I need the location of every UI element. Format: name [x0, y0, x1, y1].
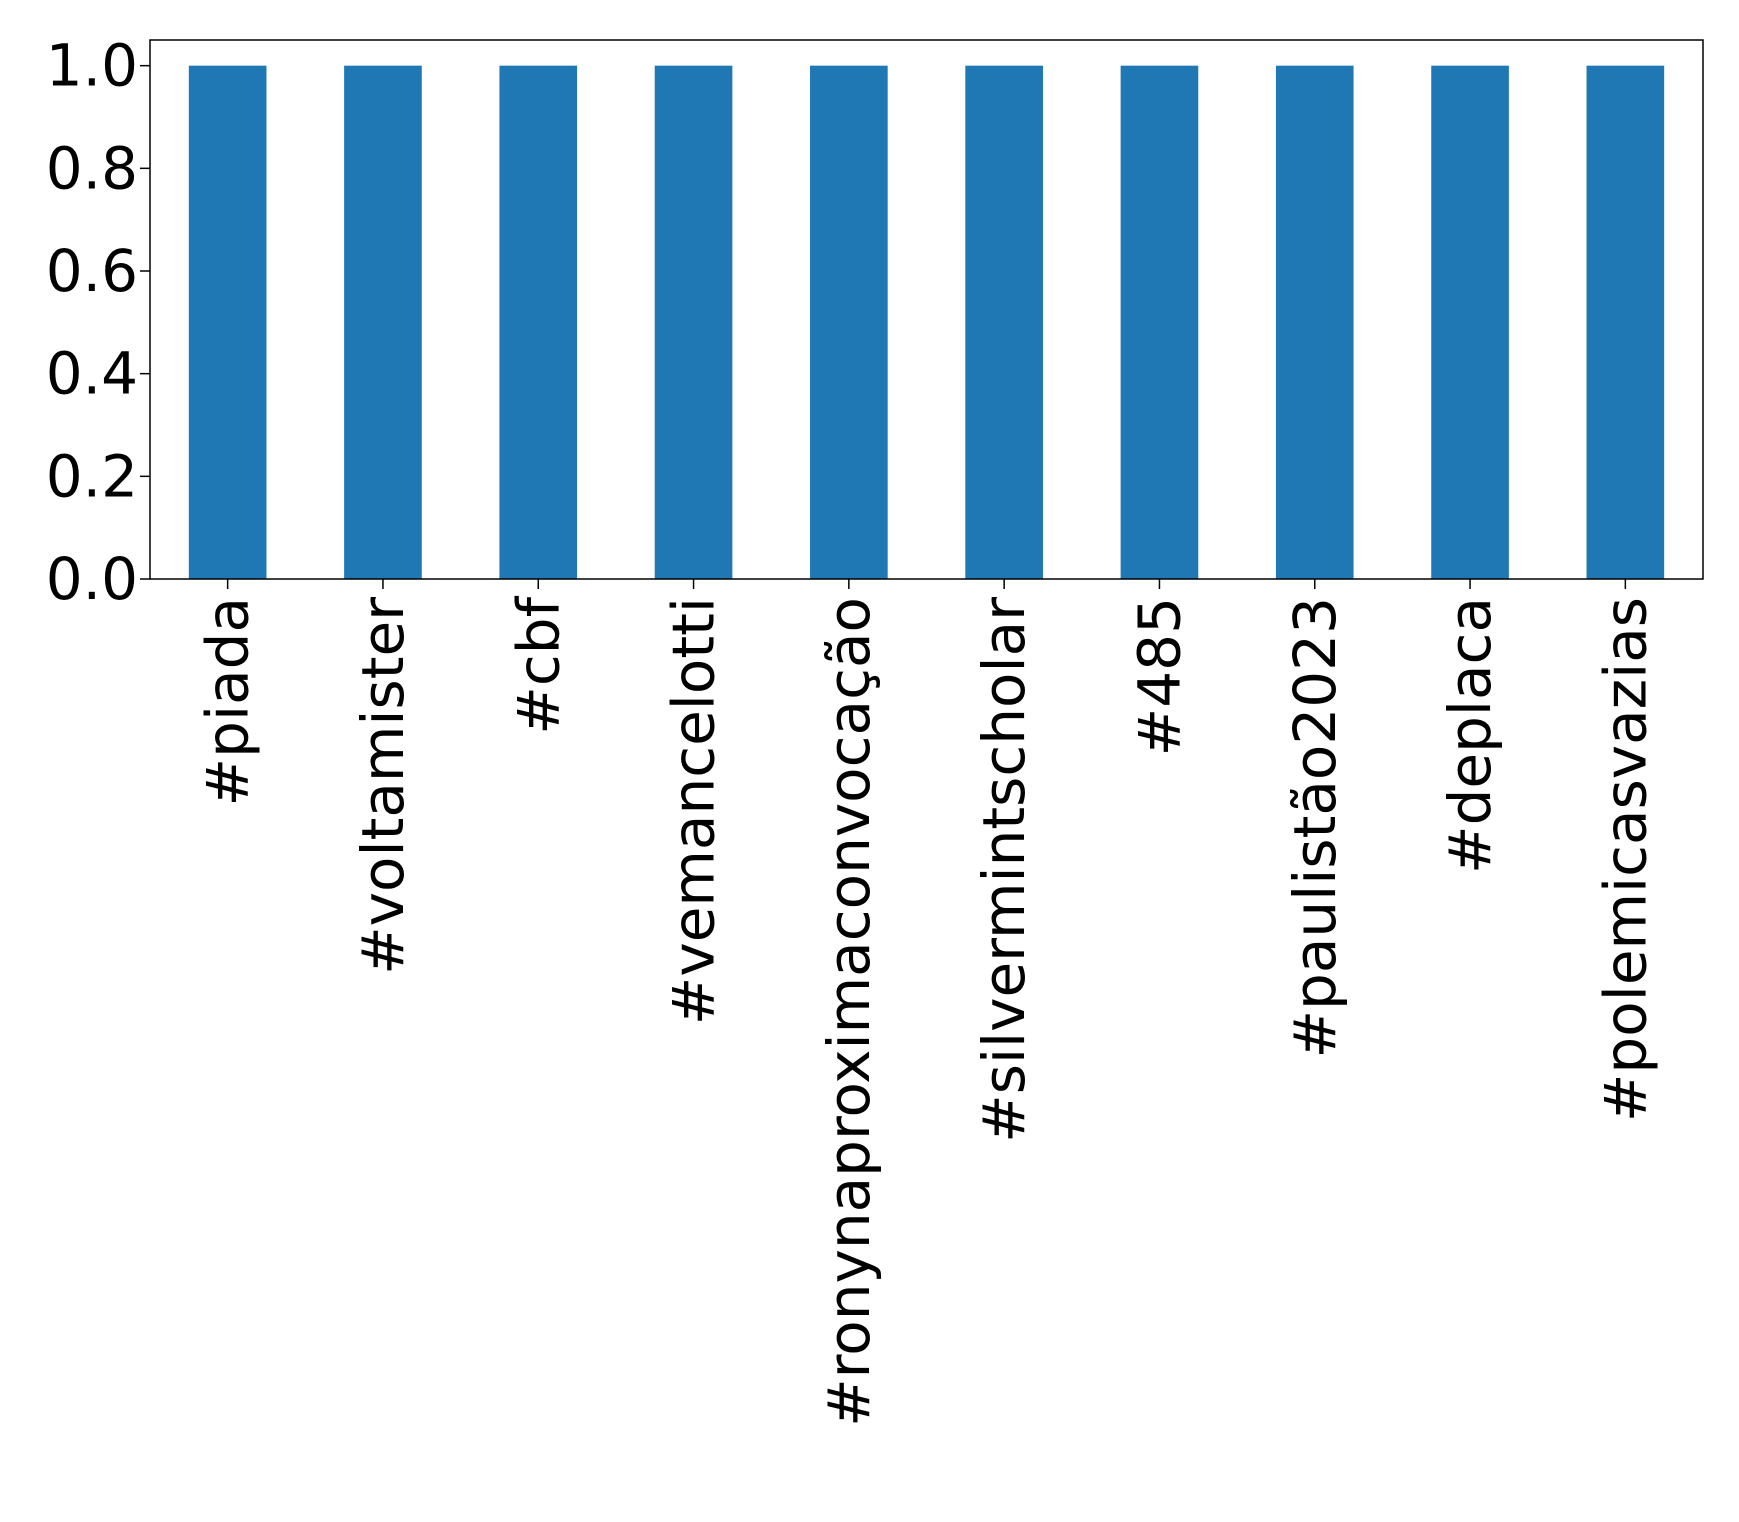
- y-axis: 0.0 0.2 0.4 0.6 0.8 1.0: [46, 32, 150, 613]
- y-tick-label-2: 0.4: [46, 340, 138, 408]
- x-tick-label-4: #ronynaproximaconvocação: [815, 597, 883, 1427]
- x-tick-label-2: #cbf: [504, 595, 572, 734]
- y-tick-label-1: 0.2: [46, 442, 138, 510]
- bar-2: [499, 65, 578, 579]
- y-tick-label-3: 0.6: [46, 237, 138, 305]
- x-tick-label-0: #piada: [194, 597, 262, 806]
- bar-3: [654, 65, 733, 579]
- y-tick-label-4: 0.8: [46, 134, 138, 202]
- x-tick-label-3: #vemancelotti: [660, 597, 728, 1025]
- bars-group: [188, 65, 1665, 579]
- x-tick-label-1: #voltamister: [349, 597, 417, 975]
- x-tick-label-6: #485: [1125, 597, 1193, 756]
- bar-5: [965, 65, 1043, 579]
- x-tick-label-9: #polemicasvazias: [1591, 597, 1659, 1122]
- bar-6: [1120, 65, 1199, 579]
- bar-7: [1275, 65, 1354, 579]
- bar-0: [188, 65, 267, 579]
- x-tick-label-7: #paulistão2023: [1281, 597, 1349, 1059]
- y-tick-label-5: 1.0: [46, 32, 138, 100]
- y-tick-label-0: 0.0: [46, 545, 138, 613]
- bar-1: [344, 65, 422, 579]
- x-tick-label-5: #silvermintscholar: [970, 597, 1038, 1143]
- x-axis: #piada #voltamister #cbf #vemancelotti #rony…: [194, 579, 1659, 1427]
- bar-9: [1586, 65, 1665, 579]
- x-tick-label-8: #deplaca: [1436, 597, 1504, 874]
- plot-frame: [149, 39, 1704, 580]
- bar-4: [810, 65, 888, 579]
- bar-8: [1431, 65, 1509, 579]
